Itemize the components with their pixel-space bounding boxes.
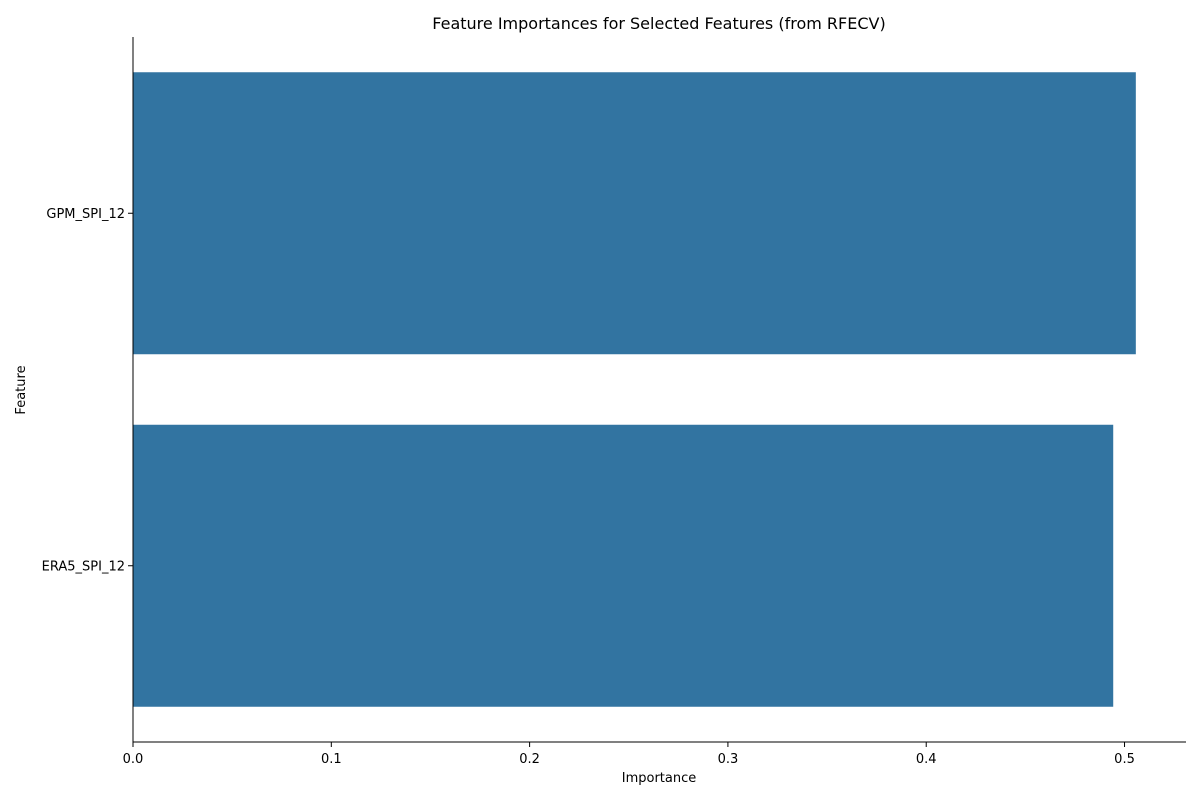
x-tick-label: 0.1 bbox=[321, 752, 342, 767]
bar-era5-spi-12 bbox=[133, 424, 1114, 707]
bar-gpm-spi-12 bbox=[133, 72, 1136, 355]
x-tick-label: 0.2 bbox=[519, 752, 540, 767]
x-tick-label: 0.5 bbox=[1114, 752, 1135, 767]
axes-layer: GPM_SPI_12 ERA5_SPI_12 0.0 0.1 0.2 0.3 0.4 0.5 bbox=[42, 37, 1186, 767]
y-tick-label: ERA5_SPI_12 bbox=[42, 559, 125, 574]
x-tick-label: 0.0 bbox=[123, 752, 144, 767]
x-tick-label: 0.4 bbox=[916, 752, 937, 767]
y-axis-label: Feature bbox=[14, 365, 29, 414]
bars-layer bbox=[133, 72, 1136, 707]
x-axis-label: Importance bbox=[622, 771, 697, 786]
x-tick-label: 0.3 bbox=[718, 752, 739, 767]
y-tick-label: GPM_SPI_12 bbox=[46, 207, 125, 222]
chart-title: Feature Importances for Selected Feature… bbox=[432, 14, 885, 33]
